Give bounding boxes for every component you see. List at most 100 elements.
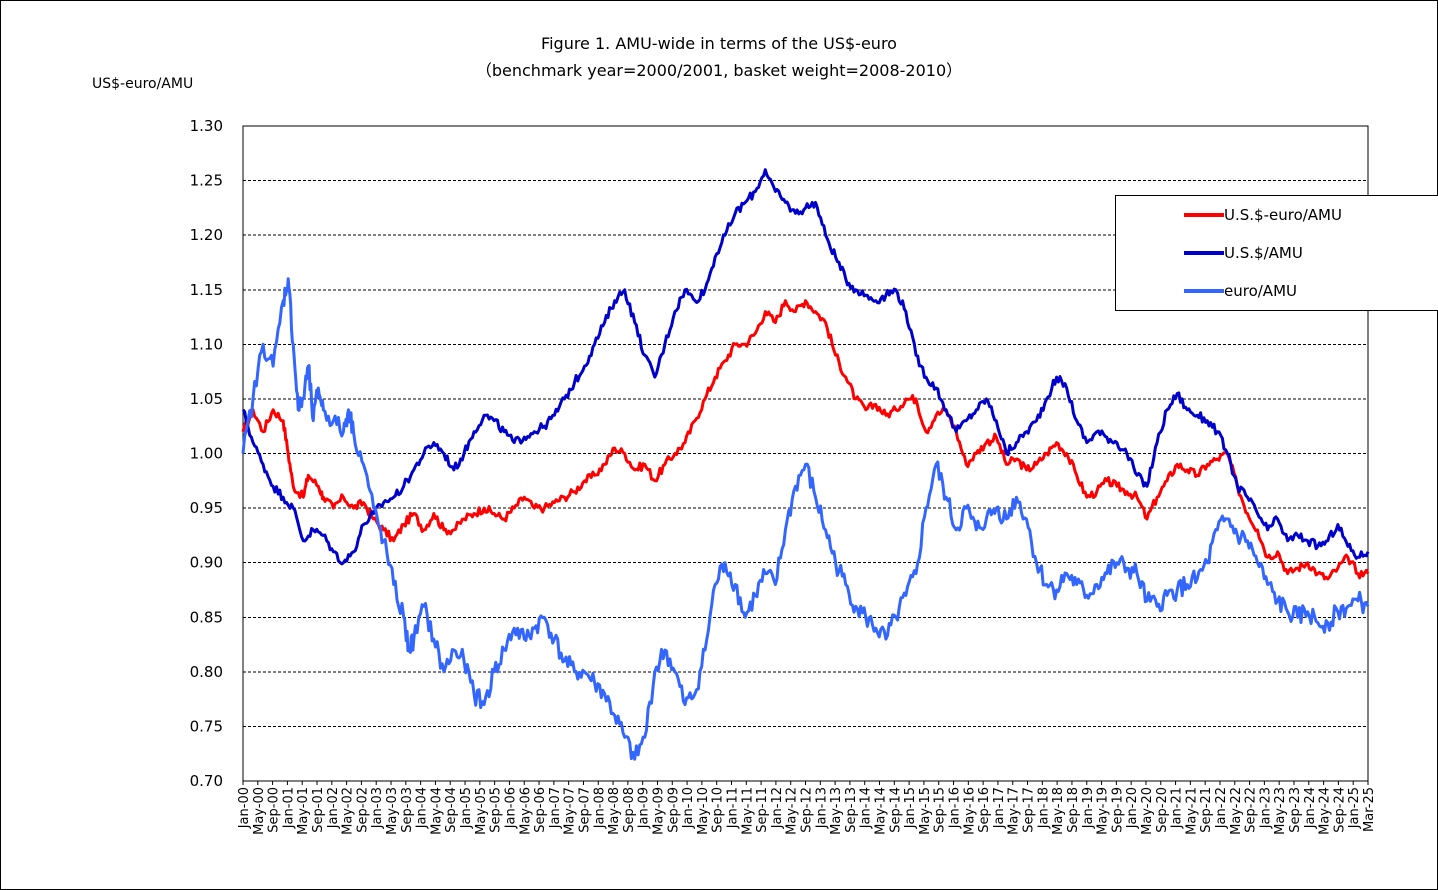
legend-swatch-red <box>1184 213 1224 217</box>
x-tick-label: Sep-15 <box>933 787 948 833</box>
x-tick-label: Jan-25 <box>1347 787 1362 829</box>
y-tick-label: 1.15 <box>190 281 223 299</box>
x-tick-label: Sep-22 <box>1244 787 1259 833</box>
x-tick-label: Jan-17 <box>992 787 1007 829</box>
x-tick-label: Jan-13 <box>814 787 829 829</box>
chart-title-line1: Figure 1. AMU-wide in terms of the US$-e… <box>541 34 897 53</box>
x-tick-label: May-07 <box>563 787 578 835</box>
x-tick-label: May-23 <box>1273 787 1288 835</box>
x-tick-label: May-13 <box>829 787 844 835</box>
x-tick-label: Sep-09 <box>666 787 681 833</box>
x-tick-label: Sep-18 <box>1066 787 1081 833</box>
x-tick-label: Jan-11 <box>725 787 740 829</box>
y-tick-label: 1.10 <box>190 335 223 353</box>
x-tick-label: Jan-02 <box>326 787 341 829</box>
legend-swatch-darkblue <box>1184 251 1224 255</box>
legend: U.S.$-euro/AMU U.S.$/AMU euro/AMU <box>1115 195 1438 311</box>
y-tick-label: 1.00 <box>190 445 223 463</box>
x-tick-label: Sep-03 <box>400 787 415 833</box>
series-line-2 <box>241 277 1370 761</box>
y-tick-label: 0.95 <box>190 499 223 517</box>
x-tick-label: Sep-20 <box>1155 787 1170 833</box>
legend-item-usd-amu: U.S.$/AMU <box>1184 243 1303 263</box>
x-tick-label: Jan-16 <box>948 787 963 829</box>
x-tick-label: Jan-10 <box>681 787 696 829</box>
x-tick-label: Jan-04 <box>415 787 430 829</box>
x-tick-label: Jan-12 <box>770 787 785 829</box>
x-tick-label: Sep-13 <box>844 787 859 833</box>
legend-label: U.S.$/AMU <box>1224 244 1303 262</box>
y-tick-label: 0.75 <box>190 717 223 735</box>
x-tick-label: Sep-08 <box>622 787 637 833</box>
chart-title: Figure 1. AMU-wide in terms of the US$-e… <box>0 30 1438 84</box>
x-tick-label: Jan-15 <box>903 787 918 829</box>
x-tick-label: May-12 <box>785 787 800 835</box>
legend-item-euro-amu: euro/AMU <box>1184 281 1297 301</box>
x-tick-label: Sep-05 <box>489 787 504 833</box>
x-tick-label: Jan-03 <box>370 787 385 829</box>
x-tick-label: Jan-06 <box>503 787 518 829</box>
x-tick-label: Sep-19 <box>1110 787 1125 833</box>
x-tick-label: Jan-14 <box>859 787 874 829</box>
y-tick-label: 0.80 <box>190 663 223 681</box>
x-tick-label: Sep-14 <box>888 787 903 833</box>
x-tick-label: May-06 <box>518 787 533 835</box>
x-tick-label: May-08 <box>607 787 622 835</box>
x-tick-label: May-11 <box>740 787 755 835</box>
legend-swatch-lightblue <box>1184 289 1224 293</box>
x-tick-label: Sep-24 <box>1332 787 1347 833</box>
x-tick-label: Jan-00 <box>237 787 252 829</box>
x-tick-label: Jan-21 <box>1170 787 1185 829</box>
x-tick-label: Jan-23 <box>1258 787 1273 829</box>
x-tick-label: Jan-24 <box>1303 787 1318 829</box>
x-tick-label: May-24 <box>1318 787 1333 835</box>
x-tick-label: Jan-01 <box>281 787 296 829</box>
x-tick-label: May-15 <box>918 787 933 835</box>
y-axis-unit-label: US$-euro/AMU <box>92 76 194 92</box>
x-tick-label: May-09 <box>651 787 666 835</box>
x-tick-label: May-00 <box>252 787 267 835</box>
chart-title-line2: （benchmark year=2000/2001, basket weight… <box>475 61 963 80</box>
x-tick-label: Jan-22 <box>1214 787 1229 829</box>
series-line-0 <box>241 299 1370 581</box>
x-tick-label: May-17 <box>1007 787 1022 835</box>
x-tick-label: Jan-20 <box>1125 787 1140 829</box>
x-tick-label: Sep-12 <box>800 787 815 833</box>
x-tick-label: May-05 <box>474 787 489 835</box>
x-tick-label: Mar-25 <box>1362 787 1377 832</box>
y-tick-label: 1.25 <box>190 172 223 190</box>
series-line-1 <box>241 168 1370 566</box>
x-tick-label: May-21 <box>1184 787 1199 835</box>
y-tick-label: 1.20 <box>190 226 223 244</box>
x-tick-label: May-02 <box>341 787 356 835</box>
x-tick-label: Jan-09 <box>637 787 652 829</box>
x-tick-label: Jan-08 <box>592 787 607 829</box>
x-tick-label: Sep-07 <box>577 787 592 833</box>
x-tick-label: May-16 <box>962 787 977 835</box>
legend-item-usd-euro-amu: U.S.$-euro/AMU <box>1184 205 1342 225</box>
x-tick-label: Sep-02 <box>355 787 370 833</box>
x-tick-label: Sep-06 <box>533 787 548 833</box>
x-tick-label: Sep-23 <box>1288 787 1303 833</box>
x-tick-label: Sep-00 <box>267 787 282 833</box>
x-tick-label: May-19 <box>1096 787 1111 835</box>
x-tick-label: Sep-16 <box>977 787 992 833</box>
x-tick-label: Sep-11 <box>755 787 770 833</box>
x-tick-label: Jan-05 <box>459 787 474 829</box>
x-tick-label: Sep-10 <box>711 787 726 833</box>
x-tick-label: Jan-19 <box>1081 787 1096 829</box>
y-tick-label: 0.90 <box>190 554 223 572</box>
x-tick-label: May-03 <box>385 787 400 835</box>
x-tick-label: Sep-17 <box>1022 787 1037 833</box>
x-tick-label: May-22 <box>1229 787 1244 835</box>
y-tick-label: 1.30 <box>190 117 223 135</box>
x-tick-label: Sep-01 <box>311 787 326 833</box>
y-tick-label: 1.05 <box>190 390 223 408</box>
x-tick-label: May-18 <box>1051 787 1066 835</box>
x-tick-label: May-10 <box>696 787 711 835</box>
x-tick-label: May-14 <box>874 787 889 835</box>
x-tick-label: May-04 <box>429 787 444 835</box>
legend-label: U.S.$-euro/AMU <box>1224 206 1342 224</box>
x-tick-label: Jan-18 <box>1036 787 1051 829</box>
